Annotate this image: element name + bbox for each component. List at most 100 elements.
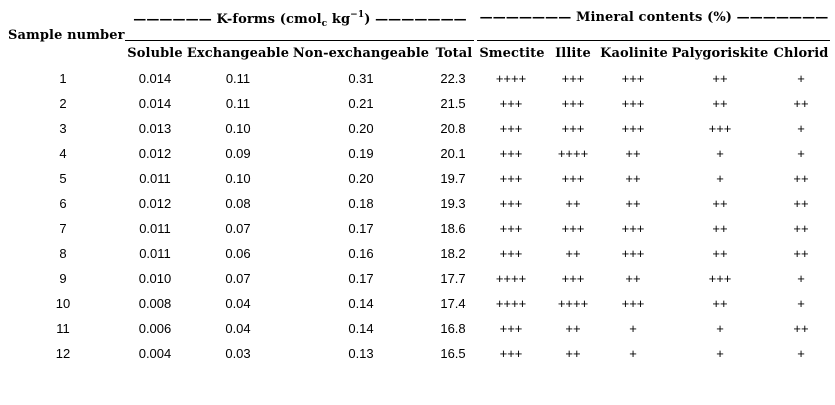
exchangeable-cell: 0.10 xyxy=(225,121,251,136)
total-cell: 20.1 xyxy=(440,146,466,161)
illite-cell: ++ xyxy=(565,196,581,211)
soluble-cell: 0.013 xyxy=(138,121,172,136)
k-forms-title-subscript: c xyxy=(321,19,328,29)
smectite-cell: ++++ xyxy=(495,296,527,311)
non-exchangeable-cell: 0.14 xyxy=(348,296,374,311)
palygoriskite-cell: ++ xyxy=(712,246,728,261)
soluble-cell: 0.010 xyxy=(138,271,172,286)
exchangeable-cell: 0.04 xyxy=(225,321,251,336)
non-exchangeable-cell: 0.14 xyxy=(348,321,374,336)
palygoriskite-cell: +++ xyxy=(708,121,732,136)
total-cell: 20.8 xyxy=(440,121,466,136)
total-cell: 21.5 xyxy=(440,96,466,111)
kaolinite-cell: ++ xyxy=(625,271,641,286)
illite-cell: ++++ xyxy=(557,296,589,311)
exchangeable-cell: 0.07 xyxy=(225,271,251,286)
kaolinite-cell: +++ xyxy=(621,121,645,136)
table-row: 1 0.014 0.11 0.31 22.3 ++++ +++ +++ ++ + xyxy=(0,71,835,96)
kaolinite-cell: +++ xyxy=(621,221,645,236)
exchangeable-cell: 0.09 xyxy=(225,146,251,161)
k-forms-header-rule xyxy=(125,40,474,41)
smectite-cell: +++ xyxy=(499,321,523,336)
smectite-cell: ++++ xyxy=(495,71,527,86)
chlorid-cell: ++ xyxy=(793,246,809,261)
illite-cell: +++ xyxy=(561,171,585,186)
chlorid-cell: + xyxy=(797,121,805,136)
smectite-cell: ++++ xyxy=(495,271,527,286)
kaolinite-cell: +++ xyxy=(621,246,645,261)
kaolinite-cell: ++ xyxy=(625,146,641,161)
soluble-cell: 0.014 xyxy=(138,96,172,111)
soluble-cell: 0.012 xyxy=(138,196,172,211)
non-exchangeable-cell: 0.31 xyxy=(348,71,374,86)
non-exchangeable-cell: 0.17 xyxy=(348,221,374,236)
mineral-contents-group-header: ——————— Mineral contents (%) ——————— xyxy=(479,10,829,25)
palygoriskite-cell: ++ xyxy=(712,196,728,211)
total-cell: 18.6 xyxy=(440,221,466,236)
smectite-cell: +++ xyxy=(499,221,523,236)
chlorid-cell: ++ xyxy=(793,196,809,211)
kaolinite-cell: + xyxy=(629,321,637,336)
non-exchangeable-cell: 0.13 xyxy=(348,346,374,361)
total-cell: 17.7 xyxy=(440,271,466,286)
total-cell: 17.4 xyxy=(440,296,466,311)
table-row: 8 0.011 0.06 0.16 18.2 +++ ++ +++ ++ ++ xyxy=(0,246,835,271)
soluble-cell: 0.011 xyxy=(139,246,171,261)
kaolinite-cell: +++ xyxy=(621,296,645,311)
soluble-cell: 0.004 xyxy=(138,346,172,361)
sample-number-cell: 6 xyxy=(59,196,67,211)
non-exchangeable-cell: 0.16 xyxy=(348,246,374,261)
table-row: 6 0.012 0.08 0.18 19.3 +++ ++ ++ ++ ++ xyxy=(0,196,835,221)
non-exchangeable-cell: 0.18 xyxy=(348,196,374,211)
soluble-cell: 0.006 xyxy=(138,321,172,336)
illite-cell: +++ xyxy=(561,221,585,236)
exchangeable-cell: 0.08 xyxy=(225,196,251,211)
sample-number-header: Sample number xyxy=(8,28,125,43)
table-row: 5 0.011 0.10 0.20 19.7 +++ +++ ++ + ++ xyxy=(0,171,835,196)
chlorid-cell: + xyxy=(797,71,805,86)
soluble-cell: 0.014 xyxy=(138,71,172,86)
column-header-palygoriskite: Palygoriskite xyxy=(671,46,769,61)
palygoriskite-cell: ++ xyxy=(712,221,728,236)
total-cell: 16.5 xyxy=(440,346,466,361)
table-row: 4 0.012 0.09 0.19 20.1 +++ ++++ ++ + + xyxy=(0,146,835,171)
kaolinite-cell: ++ xyxy=(625,196,641,211)
soluble-cell: 0.011 xyxy=(139,221,171,236)
sample-number-cell: 10 xyxy=(55,296,71,311)
chlorid-cell: + xyxy=(797,271,805,286)
soluble-cell: 0.008 xyxy=(138,296,172,311)
sample-number-cell: 5 xyxy=(59,171,67,186)
smectite-cell: +++ xyxy=(499,96,523,111)
non-exchangeable-cell: 0.19 xyxy=(348,146,374,161)
exchangeable-cell: 0.11 xyxy=(225,96,251,111)
total-cell: 18.2 xyxy=(440,246,466,261)
palygoriskite-cell: +++ xyxy=(708,271,732,286)
palygoriskite-cell: ++ xyxy=(712,96,728,111)
sample-number-cell: 8 xyxy=(59,246,67,261)
total-cell: 16.8 xyxy=(440,321,466,336)
mineral-header-rule xyxy=(477,40,830,41)
column-header-chlorid: Chlorid xyxy=(773,46,829,61)
column-header-illite: Illite xyxy=(555,46,591,61)
soluble-cell: 0.011 xyxy=(139,171,171,186)
chlorid-cell: + xyxy=(797,346,805,361)
total-cell: 22.3 xyxy=(440,71,466,86)
palygoriskite-cell: + xyxy=(716,321,724,336)
k-forms-title-superscript: −1 xyxy=(350,10,365,20)
sample-number-cell: 1 xyxy=(59,71,67,86)
sample-number-cell: 4 xyxy=(59,146,67,161)
palygoriskite-cell: + xyxy=(716,346,724,361)
table-row: 11 0.006 0.04 0.14 16.8 +++ ++ + + ++ xyxy=(0,321,835,346)
exchangeable-cell: 0.10 xyxy=(225,171,251,186)
palygoriskite-cell: + xyxy=(716,171,724,186)
smectite-cell: +++ xyxy=(499,171,523,186)
sample-number-cell: 2 xyxy=(59,96,67,111)
chlorid-cell: + xyxy=(797,146,805,161)
palygoriskite-cell: + xyxy=(716,146,724,161)
kaolinite-cell: +++ xyxy=(621,71,645,86)
column-header-total: Total xyxy=(435,46,473,61)
non-exchangeable-cell: 0.20 xyxy=(348,121,374,136)
sample-number-cell: 9 xyxy=(59,271,67,286)
column-header-exchangeable: Exchangeable xyxy=(186,46,290,61)
smectite-cell: +++ xyxy=(499,121,523,136)
